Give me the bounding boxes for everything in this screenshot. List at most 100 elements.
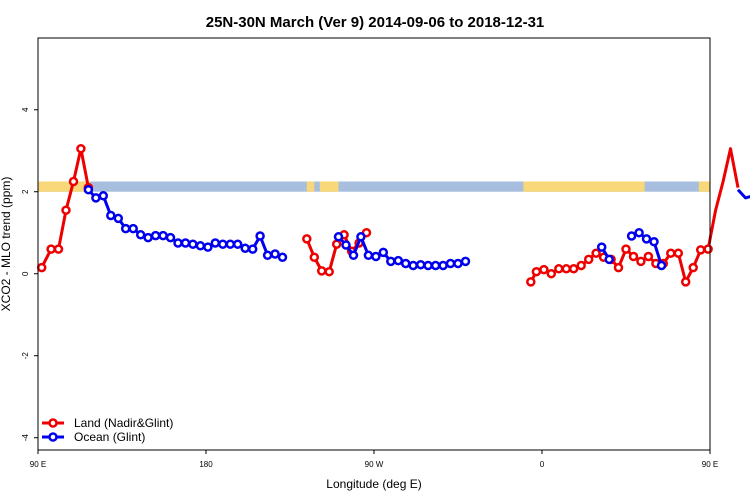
data-point <box>150 230 161 241</box>
data-point <box>626 231 637 241</box>
data-point <box>649 236 659 247</box>
series-ocean <box>83 184 750 271</box>
legend-item: Land (Nadir&Glint) <box>42 416 173 430</box>
data-point <box>666 248 676 258</box>
data-point <box>423 260 433 271</box>
data-point <box>695 245 706 255</box>
data-point <box>262 250 273 261</box>
x-axis-label: Longitude (deg E) <box>326 477 421 491</box>
data-point <box>106 210 116 221</box>
data-point <box>128 223 138 234</box>
series-layer <box>36 143 750 287</box>
data-point <box>604 254 614 265</box>
data-point <box>393 255 404 266</box>
data-point <box>583 254 594 265</box>
data-point <box>561 264 572 274</box>
data-point <box>460 256 471 267</box>
data-point <box>225 239 236 249</box>
data-point <box>232 239 243 249</box>
data-point <box>673 248 684 258</box>
data-point <box>309 252 320 263</box>
data-point <box>688 262 698 273</box>
data-point <box>408 260 418 271</box>
surface-band <box>38 181 710 192</box>
data-point <box>703 244 713 254</box>
data-point <box>180 238 191 248</box>
legend-swatch-marker <box>48 432 58 442</box>
x-axis: 90 E 180 90 W 0 90 E <box>30 450 718 469</box>
data-point <box>61 205 71 215</box>
data-point <box>356 232 366 242</box>
band-land-segment <box>698 181 710 192</box>
legend-label: Ocean (Glint) <box>74 430 145 444</box>
data-point <box>554 264 564 274</box>
data-point <box>378 247 389 258</box>
data-point <box>641 234 652 244</box>
data-point <box>247 244 258 254</box>
series-line <box>529 147 740 284</box>
data-point <box>634 227 644 238</box>
data-point <box>568 264 579 274</box>
data-point <box>400 258 411 269</box>
plot-frame <box>37 37 711 451</box>
legend-label: Land (Nadir&Glint) <box>74 416 173 430</box>
data-point <box>165 232 176 243</box>
data-point <box>331 239 342 249</box>
data-point <box>270 249 280 259</box>
data-point <box>656 260 667 271</box>
x-tick-label: 0 <box>540 460 545 469</box>
y-tick-label: 4 <box>21 107 30 112</box>
data-point <box>158 230 168 241</box>
data-point <box>576 260 586 271</box>
data-point <box>371 251 381 262</box>
y-axis: -4 -2 0 2 4 <box>21 107 38 441</box>
data-point <box>539 264 549 275</box>
data-point <box>83 184 94 195</box>
data-point <box>324 266 334 277</box>
data-point <box>546 268 557 279</box>
band-land-segment <box>523 181 645 192</box>
legend: Land (Nadir&Glint)Ocean (Glint) <box>42 416 173 444</box>
legend-swatch-marker <box>48 418 58 428</box>
data-point <box>53 244 64 254</box>
data-point <box>255 231 265 241</box>
data-point <box>46 244 56 254</box>
data-point <box>218 239 228 249</box>
data-point <box>135 230 146 240</box>
data-point <box>210 238 221 248</box>
data-point <box>348 250 359 261</box>
x-tick-label: 180 <box>199 460 213 469</box>
data-point <box>188 239 198 249</box>
data-point <box>621 244 631 254</box>
data-point <box>76 143 86 154</box>
data-point <box>613 262 624 273</box>
data-point <box>680 277 691 287</box>
data-point <box>628 251 639 262</box>
band-ocean <box>38 181 710 192</box>
y-tick-label: 2 <box>21 189 30 194</box>
band-land-segment <box>319 181 339 192</box>
data-point <box>363 250 374 261</box>
data-point <box>430 260 441 271</box>
data-point <box>68 176 79 187</box>
data-point <box>386 256 396 267</box>
x-tick-label: 90 E <box>30 460 46 469</box>
data-point <box>173 238 183 248</box>
x-tick-label: 90 E <box>702 460 718 469</box>
y-tick-label: -2 <box>21 352 30 360</box>
data-point <box>120 223 131 234</box>
data-point <box>91 193 101 203</box>
data-point <box>341 240 351 250</box>
band-land-segment <box>38 181 91 192</box>
series-line <box>736 188 750 200</box>
x-tick-label: 90 W <box>365 460 384 469</box>
data-point <box>316 266 327 276</box>
data-point <box>453 258 463 269</box>
data-point <box>438 260 448 271</box>
data-point <box>277 252 288 263</box>
band-land-segment <box>306 181 315 192</box>
data-point <box>643 251 654 262</box>
data-point <box>591 248 601 258</box>
data-point <box>636 256 646 267</box>
data-point <box>302 234 312 244</box>
